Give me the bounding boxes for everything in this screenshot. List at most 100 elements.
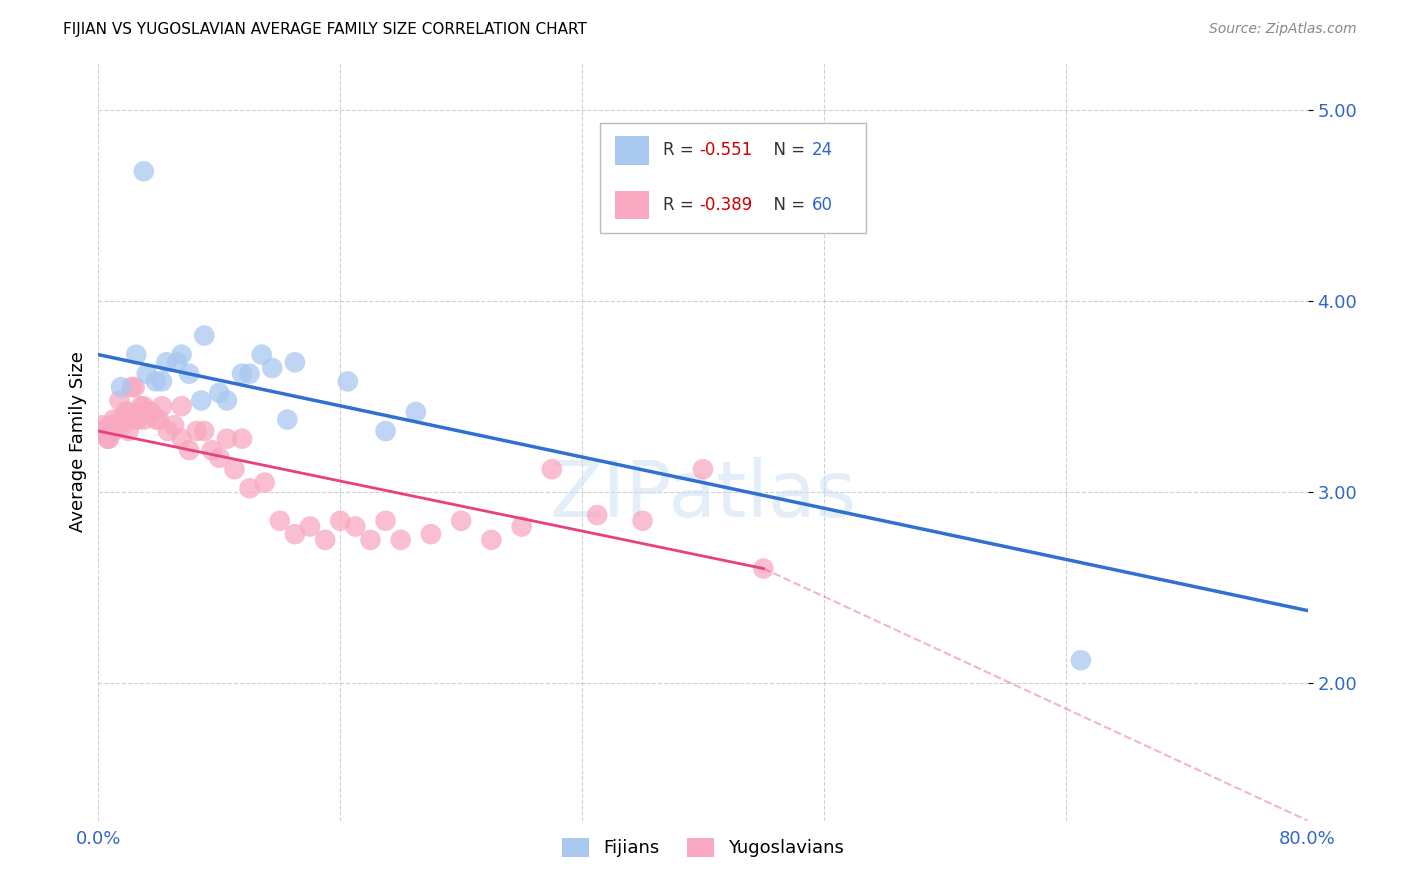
Point — [156, 424, 179, 438]
Point — [420, 527, 443, 541]
Text: -0.551: -0.551 — [699, 142, 752, 160]
Point — [360, 533, 382, 547]
Point — [179, 443, 201, 458]
Point — [124, 380, 146, 394]
Point — [314, 533, 336, 547]
Point — [141, 405, 163, 419]
Point — [125, 412, 148, 426]
Point — [108, 393, 131, 408]
Point — [132, 164, 155, 178]
Point — [329, 514, 352, 528]
Point — [110, 380, 132, 394]
Point — [374, 424, 396, 438]
Point — [103, 412, 125, 426]
Point — [284, 355, 307, 369]
Point — [132, 412, 155, 426]
Point — [129, 399, 152, 413]
Point — [299, 519, 322, 533]
Point — [94, 424, 117, 438]
Point — [231, 367, 253, 381]
Point — [93, 424, 115, 438]
Point — [481, 533, 503, 547]
Point — [118, 424, 141, 438]
Point — [389, 533, 412, 547]
Point — [231, 432, 253, 446]
Text: 60: 60 — [811, 196, 832, 214]
Point — [155, 355, 177, 369]
Point — [276, 412, 298, 426]
Point — [125, 348, 148, 362]
Point — [540, 462, 562, 476]
Point — [145, 412, 167, 426]
Point — [148, 412, 170, 426]
Point — [239, 481, 262, 495]
Legend: Fijians, Yugoslavians: Fijians, Yugoslavians — [554, 830, 852, 864]
Point — [344, 519, 367, 533]
Text: N =: N = — [763, 196, 811, 214]
Point — [201, 443, 224, 458]
Point — [186, 424, 208, 438]
Point — [269, 514, 291, 528]
Point — [208, 385, 231, 400]
Text: R =: R = — [664, 142, 699, 160]
Point — [1070, 653, 1092, 667]
Point — [510, 519, 533, 533]
Point — [179, 367, 201, 381]
Point — [114, 405, 136, 419]
Point — [103, 424, 125, 438]
FancyBboxPatch shape — [600, 123, 866, 233]
Point — [586, 508, 609, 522]
Point — [105, 418, 128, 433]
Text: -0.389: -0.389 — [699, 196, 752, 214]
Point — [170, 399, 193, 413]
Point — [90, 418, 112, 433]
Point — [166, 355, 188, 369]
Point — [692, 462, 714, 476]
Point — [127, 412, 149, 426]
Text: 24: 24 — [811, 142, 832, 160]
Text: FIJIAN VS YUGOSLAVIAN AVERAGE FAMILY SIZE CORRELATION CHART: FIJIAN VS YUGOSLAVIAN AVERAGE FAMILY SIZ… — [63, 22, 588, 37]
Point — [111, 418, 134, 433]
Point — [170, 432, 193, 446]
Point — [752, 561, 775, 575]
Point — [98, 432, 121, 446]
Point — [239, 367, 262, 381]
Point — [96, 432, 118, 446]
Point — [215, 432, 238, 446]
Point — [374, 514, 396, 528]
Point — [132, 399, 155, 413]
Point — [631, 514, 654, 528]
Point — [135, 367, 157, 381]
Point — [121, 380, 143, 394]
Point — [224, 462, 246, 476]
Point — [150, 399, 173, 413]
Point — [170, 348, 193, 362]
Point — [193, 424, 215, 438]
Text: R =: R = — [664, 196, 699, 214]
Point — [100, 418, 122, 433]
Point — [150, 375, 173, 389]
Point — [250, 348, 273, 362]
Point — [208, 450, 231, 465]
Point — [262, 361, 284, 376]
Point — [118, 405, 141, 419]
Text: Source: ZipAtlas.com: Source: ZipAtlas.com — [1209, 22, 1357, 37]
Point — [91, 424, 114, 438]
Point — [284, 527, 307, 541]
Point — [190, 393, 212, 408]
Point — [163, 418, 186, 433]
Point — [336, 375, 359, 389]
Bar — [614, 136, 648, 165]
Point — [135, 405, 157, 419]
Text: N =: N = — [763, 142, 811, 160]
Point — [215, 393, 238, 408]
Bar — [614, 191, 648, 219]
Point — [450, 514, 472, 528]
Point — [405, 405, 427, 419]
Point — [110, 412, 132, 426]
Point — [253, 475, 276, 490]
Point — [193, 328, 215, 343]
Point — [145, 375, 167, 389]
Y-axis label: Average Family Size: Average Family Size — [69, 351, 87, 532]
Text: ZIPatlas: ZIPatlas — [550, 457, 856, 533]
